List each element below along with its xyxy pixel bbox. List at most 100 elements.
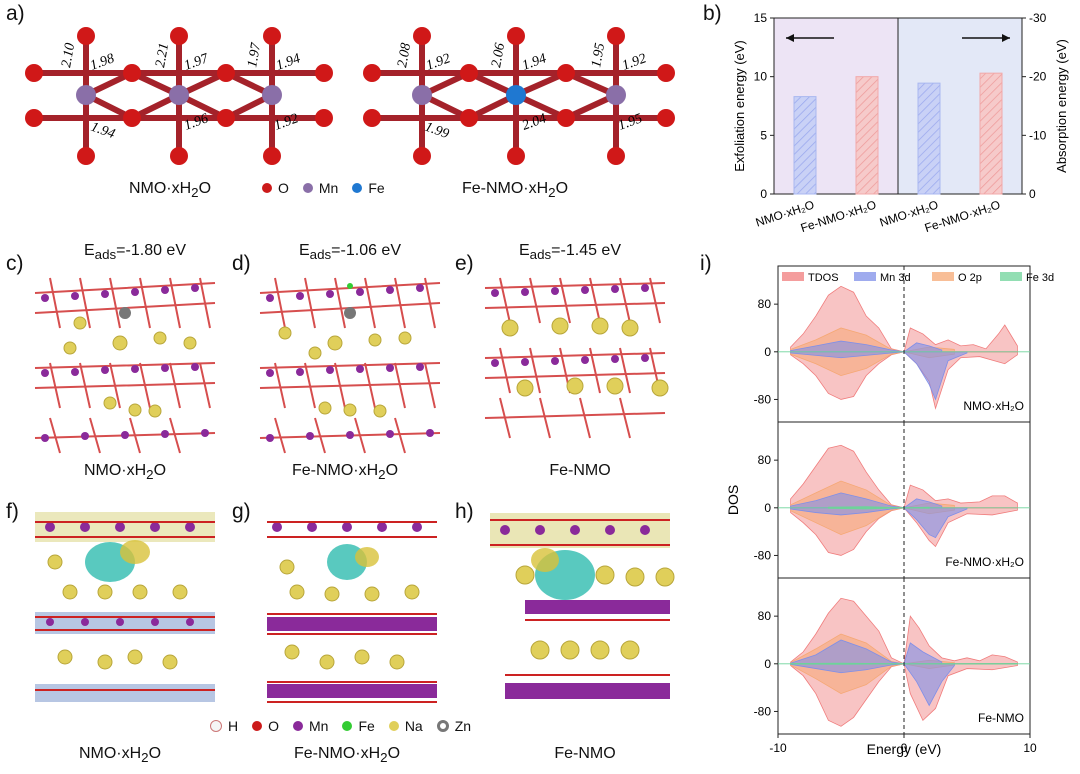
- chart-i-dos: TDOS Mn 3d O 2p Fe 3d DOS 80 0 -80 NMO·xH₂O 80 0 -8…: [725, 265, 1054, 757]
- mn3d-down-area: [790, 507, 968, 539]
- y-tick-label: 80: [758, 297, 772, 311]
- structure-c-nmo-xh2o: [30, 268, 220, 456]
- bond-length-label: 1.95: [589, 42, 608, 69]
- mn-atom-swatch: [293, 721, 304, 731]
- y-tick-label: 80: [758, 453, 772, 467]
- y-axis-label: Exfoliation energy (eV): [732, 40, 747, 172]
- bar-3: [917, 82, 941, 195]
- mn3d-up-area: [790, 492, 943, 509]
- caption-g: Fe-NMO·xH2O: [293, 745, 401, 766]
- x-tick-label: 0: [901, 741, 908, 755]
- eads-d: Eads=-1.06 eV: [299, 242, 401, 263]
- panel-f-label: f): [6, 500, 19, 523]
- y2-axis-label: Absorption energy (eV): [1054, 39, 1069, 173]
- bg-left: [774, 18, 898, 194]
- fe-atom-swatch: [352, 183, 363, 193]
- legend-swatch: [932, 272, 954, 281]
- legend-label: Mn 3d: [880, 272, 911, 284]
- structure-e-fe-nmo: [484, 277, 669, 439]
- panel-i-label: i): [700, 252, 712, 275]
- caption-d: Fe-NMO·xH2O: [291, 462, 399, 483]
- y-tick-label: 0: [764, 657, 771, 671]
- o-atom-swatch: [262, 183, 272, 193]
- y-axis-label: DOS: [725, 485, 741, 515]
- legend-label: TDOS: [808, 272, 839, 284]
- panel-b-label: b): [703, 2, 722, 25]
- legend-label: Fe 3d: [1026, 272, 1054, 284]
- bar-2: [855, 76, 879, 195]
- bar-4: [979, 72, 1003, 195]
- bond-length-label: 1.94: [89, 120, 117, 142]
- panel-a-structure-fe-nmo: 2.08 1.92 2.06 1.94 1.95 1.92 1.99 2.04 …: [363, 27, 675, 165]
- x-axis-label: Energy (eV): [867, 741, 942, 757]
- bar-1: [793, 96, 817, 195]
- y-tick-label: 0: [760, 187, 767, 201]
- caption-c: NMO·xH2O: [83, 462, 167, 483]
- nmo-o-atoms: [25, 27, 333, 165]
- panel-g-label: g): [232, 500, 251, 523]
- caption-nmo-xh2o-a: NMO·xH2O: [128, 180, 212, 201]
- eads-c: Eads=-1.80 eV: [84, 242, 186, 263]
- legend-swatch: [1000, 272, 1022, 281]
- y-tick-label: 80: [758, 609, 772, 623]
- eads-e: Eads=-1.45 eV: [519, 242, 621, 263]
- legend-swatch: [782, 272, 804, 281]
- mn3d-up-area: [790, 639, 943, 665]
- panel-a-structure-nmo: 2.10 1.98 2.21 1.97 1.97 1.94 1.94 1.96 …: [25, 27, 333, 165]
- arrow-left-head: [786, 34, 794, 42]
- panel-c-label: c): [6, 252, 24, 275]
- y-tick-label: 5: [760, 128, 767, 142]
- y-tick-label: 0: [764, 345, 771, 359]
- y2-tick-label: 0: [1029, 187, 1036, 201]
- caption-f: NMO·xH2O: [78, 745, 162, 766]
- subplot-label: Fe-NMO·xH₂O: [945, 555, 1024, 569]
- panel-h-label: h): [455, 500, 474, 523]
- bond-length-label: 1.96: [182, 111, 210, 133]
- y-tick-label: -80: [754, 704, 772, 718]
- charge-density-g: [267, 521, 437, 703]
- y-tick-label: -80: [754, 548, 772, 562]
- mn3d-up-area: [790, 340, 943, 353]
- chart-b-exfoliation-absorption: 0 5 10 15 0 -10 -20 -30 Exfoliation energy (eV) A…: [732, 11, 1069, 234]
- y-tick-label: 10: [754, 70, 768, 84]
- y-tick-label: 0: [764, 501, 771, 515]
- caption-fe-nmo-xh2o-a: Fe-NMO·xH2O: [461, 180, 569, 201]
- bond-length-label: 1.95: [616, 111, 644, 133]
- bond-length-label: 2.08: [395, 42, 414, 69]
- caption-e: Fe-NMO: [549, 462, 611, 479]
- fe-atom-swatch: [342, 721, 353, 731]
- bg-right: [898, 18, 1022, 194]
- arrow-right-head: [1002, 34, 1010, 42]
- mn3d-down-area: [790, 351, 968, 401]
- bond-length-label: 2.21: [153, 42, 172, 69]
- y2-tick-label: -30: [1029, 11, 1047, 25]
- nmo-mn-atoms: [76, 85, 282, 105]
- y2-tick-label: -20: [1029, 70, 1047, 84]
- x-tick-label: -10: [769, 741, 787, 755]
- y-tick-label: -80: [754, 392, 772, 406]
- bond-length-label: 2.04: [520, 111, 548, 133]
- panel-d-label: d): [232, 252, 251, 275]
- y2-tick-label: -10: [1029, 128, 1047, 142]
- o-atom-swatch: [252, 721, 263, 731]
- bond-length-label: 1.97: [245, 41, 264, 69]
- panel-e-label: e): [455, 252, 474, 275]
- caption-h: Fe-NMO: [554, 745, 616, 762]
- charge-density-h: [490, 513, 675, 699]
- panel-fgh-legend: H O Mn Fe Na Zn: [210, 718, 471, 734]
- bond-length-label: 2.06: [489, 42, 508, 69]
- structure-d-fe-nmo-xh2o: [259, 277, 441, 454]
- zn-atom-swatch: [436, 720, 449, 732]
- na-atom-swatch: [388, 721, 399, 731]
- y-tick-label: 15: [754, 11, 768, 25]
- subplot-label: Fe-NMO: [978, 711, 1024, 725]
- subplot-label: NMO·xH₂O: [963, 399, 1024, 413]
- h-atom-swatch: [210, 720, 222, 732]
- x-tick-label: 10: [1023, 741, 1037, 755]
- legend-swatch: [854, 272, 876, 281]
- bond-length-label: 1.92: [272, 111, 300, 133]
- mn-atom-swatch: [302, 183, 313, 193]
- panel-a-legend: O Mn Fe: [262, 180, 385, 196]
- legend-label: O 2p: [958, 272, 982, 284]
- panel-a-label: a): [6, 2, 25, 25]
